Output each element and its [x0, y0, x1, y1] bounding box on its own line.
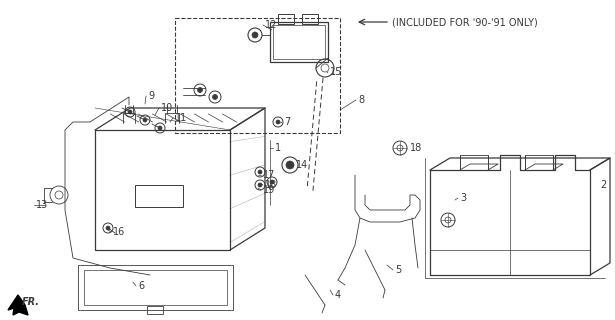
Text: 5: 5 [395, 265, 401, 275]
Polygon shape [8, 295, 28, 315]
Text: 15: 15 [330, 67, 343, 77]
Text: 18: 18 [265, 180, 277, 190]
Text: 2: 2 [600, 180, 606, 190]
Bar [175, 18, 340, 133]
Bar [460, 155, 488, 170]
Text: 19: 19 [263, 185, 276, 195]
Bar [270, 22, 328, 62]
Text: 12: 12 [265, 20, 277, 30]
Circle shape [213, 94, 218, 100]
Text: 4: 4 [335, 290, 341, 300]
Text: 13: 13 [36, 200, 48, 210]
Bar [273, 25, 325, 59]
Circle shape [258, 170, 262, 174]
Text: 10: 10 [161, 103, 173, 113]
Bar [84, 270, 227, 305]
Bar [302, 14, 318, 24]
Text: 3: 3 [460, 193, 466, 203]
Text: 17: 17 [263, 170, 276, 180]
Bar [78, 265, 233, 310]
Circle shape [276, 120, 280, 124]
Circle shape [158, 126, 162, 130]
Text: 8: 8 [358, 95, 364, 105]
Text: 16: 16 [113, 227, 125, 237]
Circle shape [197, 87, 202, 92]
Text: 7: 7 [284, 117, 290, 127]
Bar [278, 14, 294, 24]
Circle shape [128, 110, 132, 114]
Text: FR.: FR. [22, 297, 40, 307]
Bar [147, 306, 163, 314]
Circle shape [106, 226, 110, 230]
Circle shape [270, 180, 274, 184]
Bar [135, 185, 183, 207]
Bar [525, 155, 553, 170]
Circle shape [286, 161, 294, 169]
Text: 14: 14 [296, 160, 308, 170]
Text: 18: 18 [410, 143, 423, 153]
Circle shape [143, 118, 147, 122]
Text: 6: 6 [138, 281, 144, 291]
Text: 11: 11 [175, 113, 187, 123]
Text: 9: 9 [148, 91, 154, 101]
Circle shape [252, 32, 258, 38]
Bar [95, 130, 230, 250]
Text: 1: 1 [275, 143, 281, 153]
Text: (INCLUDED FOR '90-'91 ONLY): (INCLUDED FOR '90-'91 ONLY) [392, 17, 538, 27]
Circle shape [258, 183, 262, 187]
